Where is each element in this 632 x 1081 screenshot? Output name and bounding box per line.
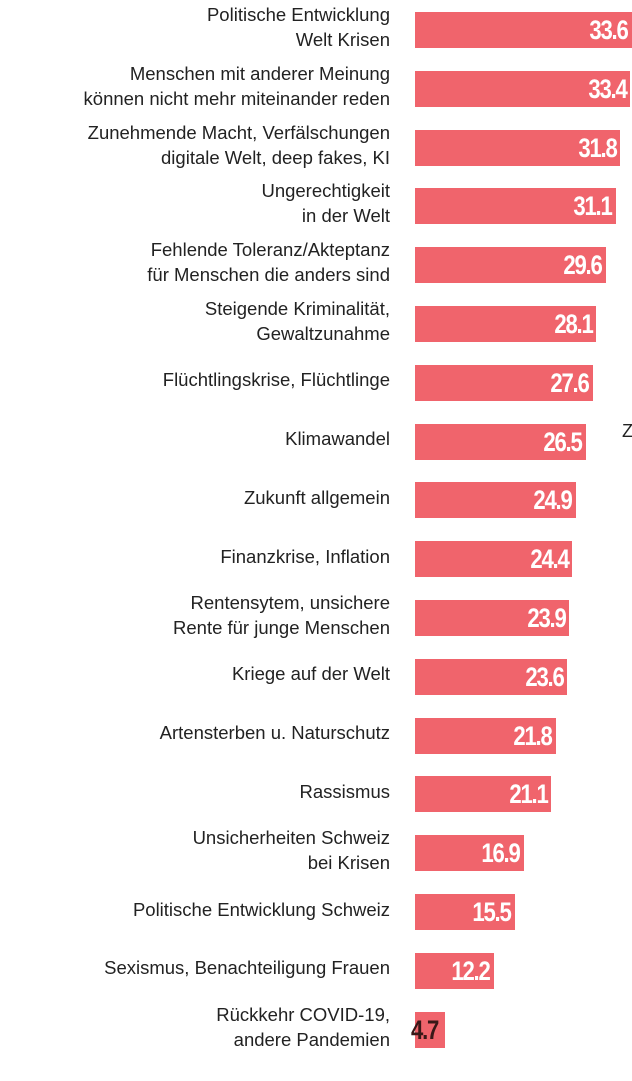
value-label: 12.2 [451,955,491,986]
bar [415,776,552,813]
category-label: Finanzkrise, Inflation [220,545,390,567]
value-label: 4.7 [411,1014,439,1045]
bar [415,1011,446,1048]
bar [415,541,573,578]
value-label: 21.1 [508,779,548,810]
category-label: Politische Entwicklung Welt Krisen [206,4,390,50]
bar [415,658,568,695]
category-label: Menschen mit anderer Meinung können nich… [83,62,390,109]
value-label: 16.9 [481,838,521,869]
bar [415,129,621,166]
category-label: Rentensytem, unsichere Rente für junge M… [173,592,390,638]
annotation: Z [622,421,632,441]
value-label: 31.8 [577,132,617,163]
bar [415,423,586,460]
bar [415,12,632,48]
value-label: 27.6 [550,367,590,398]
bar [415,835,524,872]
bar [415,247,606,284]
bar [415,70,631,107]
category-label: Fehlende Toleranz/Akteptanz für Menschen… [147,239,390,286]
value-label: 33.4 [588,73,627,104]
category-label: Zunehmende Macht, Verfälschungen digital… [87,121,390,168]
category-label: Sexismus, Benachteiligung Frauen [104,957,390,979]
value-label: 29.6 [563,250,603,281]
category-label: Kriege auf der Welt [231,663,390,685]
category-label: Unsicherheiten Schweiz bei Krisen [192,827,390,874]
value-label: 23.9 [526,603,566,633]
value-label: 28.1 [554,309,593,339]
category-label: Zukunft allgemein [243,486,390,508]
category-label: Rückkehr COVID-19, andere Pandemien [216,1003,390,1050]
bar [415,952,494,989]
bar [415,600,570,636]
value-label: 15.5 [472,897,512,927]
category-label: Artensterben u. Naturschutz [159,722,390,744]
category-label: Klimawandel [285,428,390,450]
value-label: 21.8 [513,720,552,751]
category-label: Steigende Kriminalität, Gewaltzunahme [204,298,390,344]
value-label: 23.6 [525,661,564,692]
value-label: 24.4 [530,544,569,575]
category-label: Rassismus [299,780,390,802]
bar [415,188,616,225]
value-label: 26.5 [543,426,583,457]
bar [415,306,597,342]
value-label: 31.1 [573,191,612,222]
bar [415,364,594,401]
value-label: 33.6 [589,15,629,45]
category-label: Ungerechtigkeit in der Welt [261,180,390,227]
value-label: 24.9 [533,485,572,516]
bar [415,894,515,930]
bar [415,482,576,519]
bar [415,717,556,754]
category-label: Politische Entwicklung Schweiz [132,898,390,920]
category-label: Flüchtlingskrise, Flüchtlinge [162,369,390,391]
